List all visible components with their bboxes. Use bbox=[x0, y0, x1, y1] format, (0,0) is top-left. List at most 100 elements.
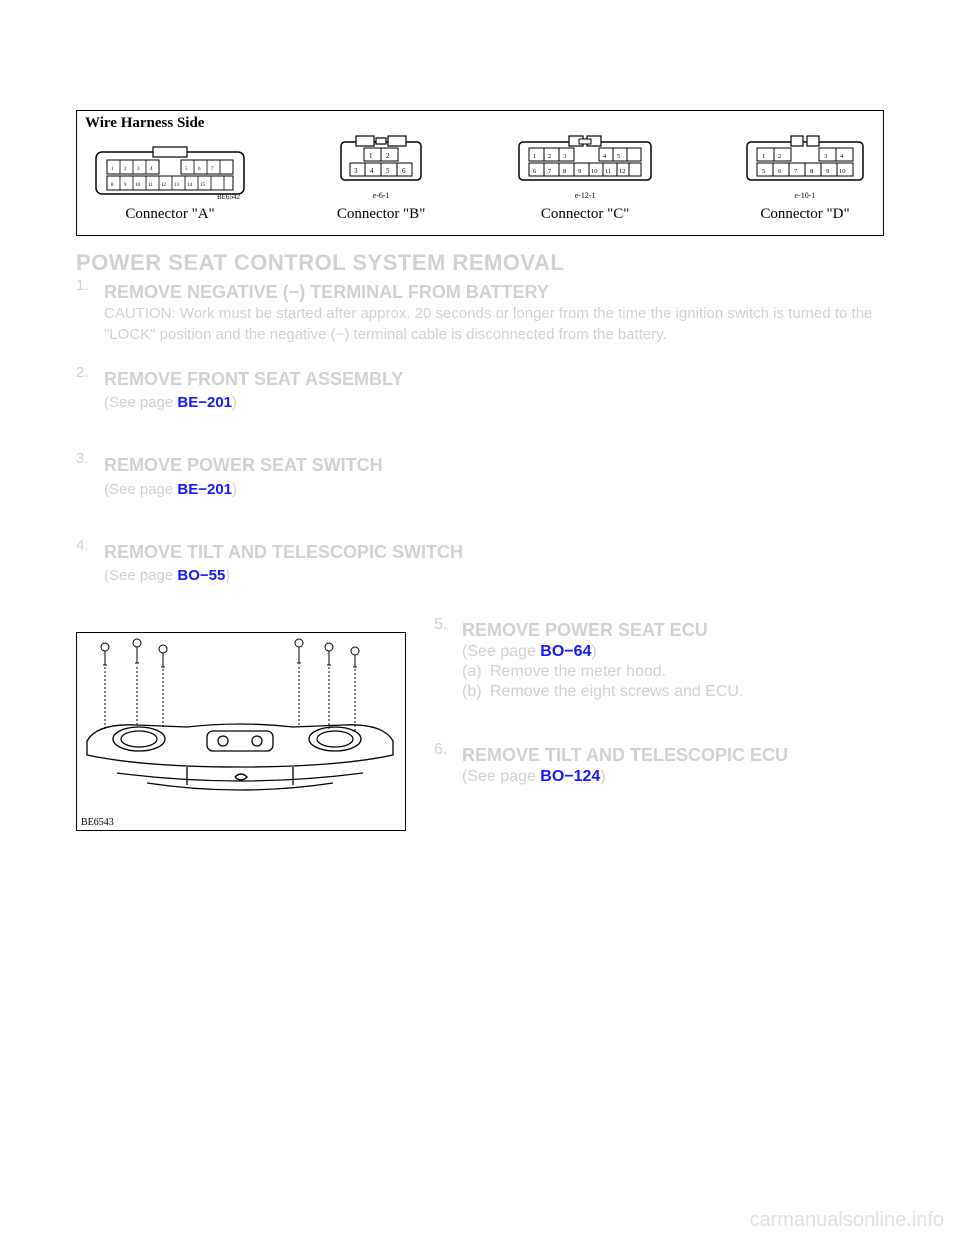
svg-text:1: 1 bbox=[762, 153, 765, 160]
step-4-num: 4. bbox=[76, 536, 94, 587]
caution-text: Work must be started after approx. 20 se… bbox=[104, 305, 872, 342]
svg-text:9: 9 bbox=[578, 168, 581, 175]
see-ref-link[interactable]: BO−55 bbox=[177, 567, 225, 584]
step-5-a: (a) Remove the meter hood. bbox=[462, 663, 884, 681]
step-4-title: REMOVE TILT AND TELESCOPIC SWITCH bbox=[104, 540, 884, 564]
svg-text:8: 8 bbox=[563, 168, 566, 175]
svg-text:14: 14 bbox=[187, 183, 193, 188]
see-ref-link[interactable]: BE−201 bbox=[177, 394, 232, 411]
step-4-see: (See page BO−55) bbox=[104, 566, 884, 586]
step-4: 4. REMOVE TILT AND TELESCOPIC SWITCH (Se… bbox=[76, 536, 884, 587]
connector-d-sublabel: e-10-1 bbox=[795, 192, 816, 200]
svg-text:1: 1 bbox=[533, 153, 536, 160]
see-prefix: (See page bbox=[462, 768, 540, 785]
connector-d-caption: Connector "D" bbox=[760, 206, 849, 223]
step-6-see: (See page BO−124) bbox=[462, 768, 884, 786]
svg-text:3: 3 bbox=[563, 153, 566, 160]
connector-d: 12 34 5678910 e-10-1 Connector "D" bbox=[745, 134, 865, 223]
connector-c-sublabel: e-12-1 bbox=[575, 192, 596, 200]
caution-label: CAUTION: bbox=[104, 305, 176, 322]
step-3-see: (See page BE−201) bbox=[104, 480, 884, 500]
connector-b-icon: 1 2 3 4 5 6 bbox=[338, 134, 424, 186]
see-suffix: ) bbox=[232, 394, 237, 411]
svg-text:4: 4 bbox=[370, 167, 374, 175]
see-prefix: (See page bbox=[462, 643, 540, 660]
connector-b-caption: Connector "B" bbox=[337, 206, 425, 223]
step-2: 2. REMOVE FRONT SEAT ASSEMBLY (See page … bbox=[76, 363, 884, 414]
step-5-row: BE6543 5. REMOVE POWER SEAT ECU (See pag… bbox=[76, 616, 884, 831]
svg-text:3: 3 bbox=[824, 153, 827, 160]
step-3-title: REMOVE POWER SEAT SWITCH bbox=[104, 453, 884, 477]
step-2-num: 2. bbox=[76, 363, 94, 414]
step-1-caution: CAUTION: Work must be started after appr… bbox=[104, 304, 884, 345]
step-5-see: (See page BO−64) bbox=[462, 643, 884, 661]
step-6: 6. REMOVE TILT AND TELESCOPIC ECU (See p… bbox=[434, 741, 884, 786]
connector-d-icon: 12 34 5678910 bbox=[745, 134, 865, 186]
fig-code: BE6542 bbox=[217, 193, 240, 200]
step-5-num: 5. bbox=[434, 616, 452, 701]
see-ref-link[interactable]: BO−124 bbox=[540, 768, 600, 785]
svg-text:9: 9 bbox=[826, 168, 829, 175]
see-suffix: ) bbox=[232, 481, 237, 498]
dash-figure-icon bbox=[77, 633, 403, 813]
connector-row: 1234 567 891011 12131415 BE6542 Connecto… bbox=[77, 134, 883, 235]
section-title-row: POWER SEAT CONTROL SYSTEM REMOVAL bbox=[76, 250, 884, 276]
step-2-see: (See page BE−201) bbox=[104, 393, 884, 413]
svg-text:5: 5 bbox=[617, 153, 620, 160]
connector-a-caption: Connector "A" bbox=[125, 206, 214, 223]
see-ref-link[interactable]: BE−201 bbox=[177, 481, 232, 498]
svg-text:10: 10 bbox=[839, 168, 846, 175]
step-5-a-num: (a) bbox=[462, 663, 480, 681]
svg-text:13: 13 bbox=[174, 183, 180, 188]
see-ref-link[interactable]: BO−64 bbox=[540, 643, 591, 660]
svg-text:2: 2 bbox=[386, 152, 390, 160]
svg-text:10: 10 bbox=[135, 183, 141, 188]
step-5-a-text: Remove the meter hood. bbox=[490, 663, 666, 681]
step-1: 1. REMOVE NEGATIVE (−) TERMINAL FROM BAT… bbox=[76, 276, 884, 345]
step-1-title: REMOVE NEGATIVE (−) TERMINAL FROM BATTER… bbox=[104, 280, 884, 304]
step-1-num: 1. bbox=[76, 276, 94, 345]
svg-text:5: 5 bbox=[762, 168, 765, 175]
connector-a: 1234 567 891011 12131415 BE6542 Connecto… bbox=[95, 146, 245, 223]
see-suffix: ) bbox=[591, 643, 596, 660]
step-3-num: 3. bbox=[76, 449, 94, 500]
see-prefix: (See page bbox=[104, 567, 177, 584]
svg-text:5: 5 bbox=[386, 167, 390, 175]
section-title: POWER SEAT CONTROL SYSTEM REMOVAL bbox=[76, 250, 884, 276]
connector-c-caption: Connector "C" bbox=[541, 206, 629, 223]
connector-b: 1 2 3 4 5 6 e-6-1 Connector "B" bbox=[337, 134, 425, 223]
see-suffix: ) bbox=[600, 768, 605, 785]
svg-text:12: 12 bbox=[619, 168, 626, 175]
svg-text:15: 15 bbox=[200, 183, 206, 188]
step-6-title: REMOVE TILT AND TELESCOPIC ECU bbox=[462, 745, 884, 766]
svg-text:2: 2 bbox=[548, 153, 551, 160]
connector-a-icon: 1234 567 891011 12131415 BE6542 bbox=[95, 146, 245, 200]
connector-c-icon: 123 45 6789 101112 bbox=[517, 134, 653, 186]
connector-b-sublabel: e-6-1 bbox=[373, 192, 390, 200]
step-6-num: 6. bbox=[434, 741, 452, 786]
svg-text:10: 10 bbox=[591, 168, 598, 175]
dash-figure-code: BE6543 bbox=[77, 818, 405, 830]
dash-figure: BE6543 bbox=[76, 632, 406, 831]
svg-text:8: 8 bbox=[810, 168, 813, 175]
see-prefix: (See page bbox=[104, 481, 177, 498]
svg-text:11: 11 bbox=[605, 168, 611, 175]
svg-text:12: 12 bbox=[161, 183, 167, 188]
watermark: carmanualsonline.info bbox=[749, 1209, 944, 1232]
see-prefix: (See page bbox=[104, 394, 177, 411]
see-suffix: ) bbox=[225, 567, 230, 584]
svg-text:6: 6 bbox=[402, 167, 406, 175]
diagram-title: Wire Harness Side bbox=[77, 111, 883, 134]
step-5-title: REMOVE POWER SEAT ECU bbox=[462, 620, 884, 641]
connector-c: 123 45 6789 101112 e-12-1 Connector "C" bbox=[517, 134, 653, 223]
svg-text:2: 2 bbox=[778, 153, 781, 160]
step-5-b-num: (b) bbox=[462, 683, 480, 701]
step-3: 3. REMOVE POWER SEAT SWITCH (See page BE… bbox=[76, 449, 884, 500]
step-5-b: (b) Remove the eight screws and ECU. bbox=[462, 683, 884, 701]
svg-text:1: 1 bbox=[369, 152, 373, 160]
wire-harness-diagram: Wire Harness Side bbox=[76, 110, 884, 236]
page: Wire Harness Side bbox=[0, 0, 960, 1242]
step-2-title: REMOVE FRONT SEAT ASSEMBLY bbox=[104, 367, 884, 391]
svg-text:3: 3 bbox=[354, 167, 358, 175]
svg-text:11: 11 bbox=[148, 183, 153, 188]
